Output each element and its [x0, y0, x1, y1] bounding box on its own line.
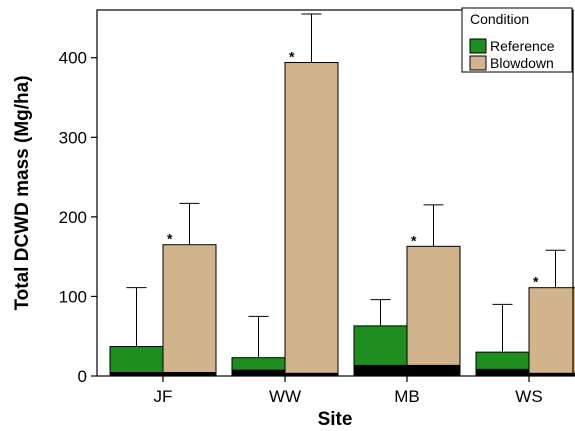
- bar-base-blowdown-jf: [163, 372, 216, 376]
- legend-swatch-reference: [469, 38, 487, 54]
- significance-marker: *: [411, 232, 417, 248]
- axes: Site Total DCWD mass (Mg/ha) 0 100 200 300 4…: [12, 9, 574, 430]
- legend-swatch-blowdown: [469, 55, 487, 71]
- legend: Condition Reference Blowdown: [461, 7, 573, 73]
- bar-base-blowdown-mb: [407, 364, 460, 376]
- y-tick-label: 300: [59, 128, 87, 147]
- bar-base-blowdown-ws: [529, 372, 575, 376]
- legend-title: Condition: [470, 11, 529, 27]
- bar-blowdown-ws: [528, 287, 575, 377]
- plot-area: * * * *: [109, 13, 575, 377]
- legend-label-blowdown: Blowdown: [490, 55, 554, 71]
- x-tick-label: MB: [394, 387, 420, 406]
- bar-reference-jf: [109, 346, 164, 377]
- bar-base-reference-jf: [110, 372, 163, 376]
- x-axis-title: Site: [318, 409, 353, 430]
- bar-base-blowdown-ww: [285, 372, 338, 376]
- significance-marker: *: [533, 274, 539, 290]
- bar-base-reference-mb: [354, 364, 407, 376]
- x-tick-label: WS: [515, 387, 542, 406]
- bar-base-reference-ws: [476, 368, 529, 376]
- bar-blowdown-ww: [284, 62, 339, 377]
- y-tick-label: 200: [59, 208, 87, 227]
- y-tick-label: 0: [78, 367, 87, 386]
- bar-blowdown-jf: [162, 244, 217, 377]
- significance-marker: *: [167, 231, 173, 247]
- legend-label-reference: Reference: [490, 38, 555, 54]
- y-tick-label: 100: [59, 287, 87, 306]
- bar-blowdown-mb: [406, 245, 461, 377]
- plot-frame: [96, 9, 574, 377]
- bar-base-reference-ww: [232, 369, 285, 376]
- x-tick-label: WW: [269, 387, 301, 406]
- y-axis-title: Total DCWD mass (Mg/ha): [12, 75, 33, 310]
- y-tick-label: 400: [59, 49, 87, 68]
- x-tick-label: JF: [154, 387, 173, 406]
- significance-marker: *: [289, 49, 295, 65]
